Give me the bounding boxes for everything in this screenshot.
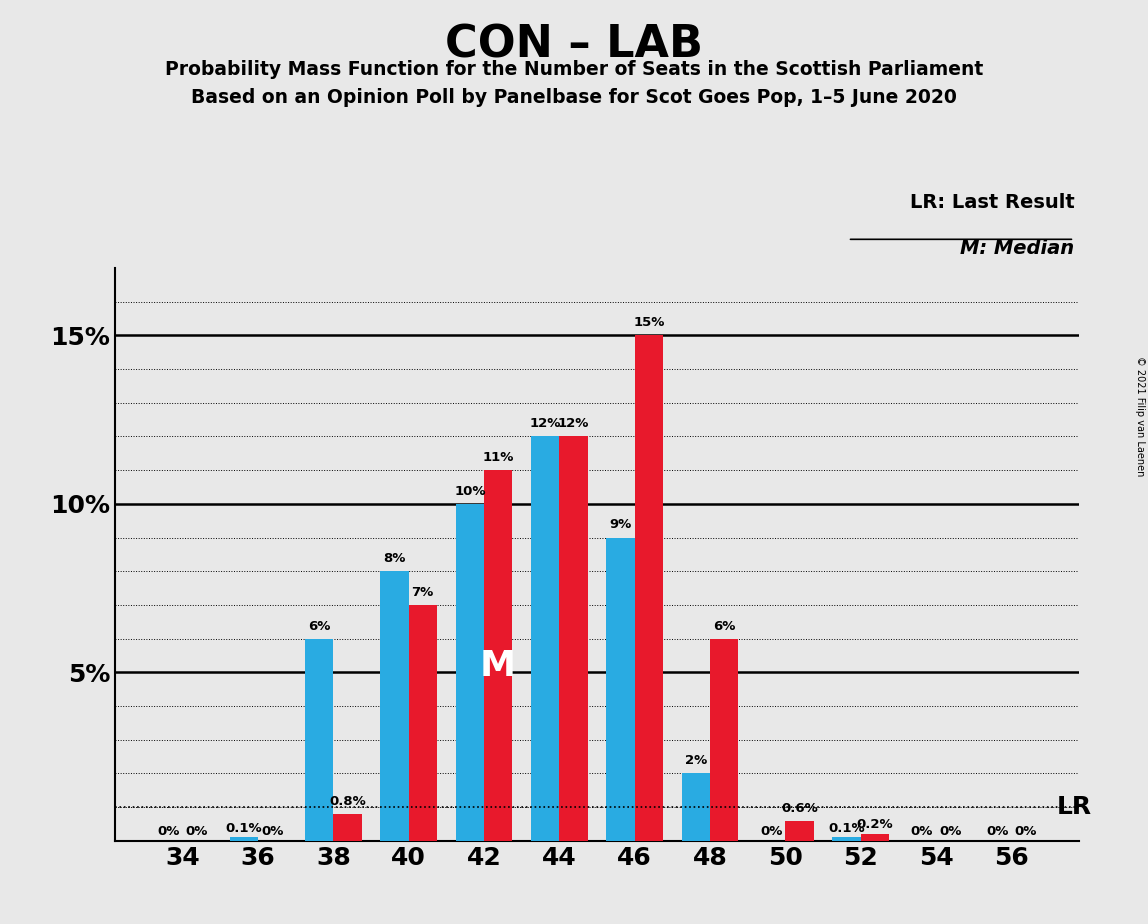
Text: 0.1%: 0.1%: [828, 821, 864, 834]
Bar: [785, 821, 814, 841]
Text: 0.8%: 0.8%: [329, 795, 366, 808]
Bar: [409, 605, 437, 841]
Text: 2%: 2%: [684, 754, 707, 767]
Text: Probability Mass Function for the Number of Seats in the Scottish Parliament: Probability Mass Function for the Number…: [165, 60, 983, 79]
Text: 8%: 8%: [383, 553, 405, 565]
Text: 0%: 0%: [939, 825, 961, 838]
Text: Based on an Opinion Poll by Panelbase for Scot Goes Pop, 1–5 June 2020: Based on an Opinion Poll by Panelbase fo…: [191, 88, 957, 107]
Bar: [832, 837, 861, 841]
Text: 0%: 0%: [261, 825, 284, 838]
Text: 0.6%: 0.6%: [781, 801, 817, 815]
Bar: [606, 538, 635, 841]
Bar: [532, 436, 559, 841]
Text: 12%: 12%: [558, 418, 589, 431]
Bar: [559, 436, 588, 841]
Text: 11%: 11%: [482, 451, 514, 464]
Bar: [484, 470, 512, 841]
Text: 6%: 6%: [308, 620, 331, 633]
Text: 6%: 6%: [713, 620, 735, 633]
Bar: [709, 638, 738, 841]
Text: 0%: 0%: [910, 825, 933, 838]
Text: 15%: 15%: [633, 316, 665, 329]
Text: 0.1%: 0.1%: [225, 821, 262, 834]
Text: 12%: 12%: [529, 418, 561, 431]
Bar: [230, 837, 258, 841]
Text: 9%: 9%: [610, 518, 631, 531]
Text: LR: Last Result: LR: Last Result: [909, 193, 1075, 213]
Text: 0%: 0%: [186, 825, 208, 838]
Bar: [333, 814, 362, 841]
Text: 0%: 0%: [986, 825, 1008, 838]
Text: 0%: 0%: [157, 825, 180, 838]
Text: 10%: 10%: [455, 485, 486, 498]
Bar: [635, 335, 662, 841]
Text: LR: LR: [1056, 796, 1092, 820]
Text: M: M: [480, 649, 517, 683]
Bar: [305, 638, 333, 841]
Text: CON – LAB: CON – LAB: [445, 23, 703, 67]
Text: M: Median: M: Median: [960, 239, 1075, 259]
Text: © 2021 Filip van Laenen: © 2021 Filip van Laenen: [1135, 356, 1145, 476]
Text: 0%: 0%: [760, 825, 783, 838]
Text: 0.2%: 0.2%: [856, 819, 893, 832]
Bar: [456, 504, 484, 841]
Text: 7%: 7%: [412, 586, 434, 599]
Bar: [380, 571, 409, 841]
Bar: [682, 773, 709, 841]
Text: 0%: 0%: [1014, 825, 1037, 838]
Bar: [861, 834, 889, 841]
